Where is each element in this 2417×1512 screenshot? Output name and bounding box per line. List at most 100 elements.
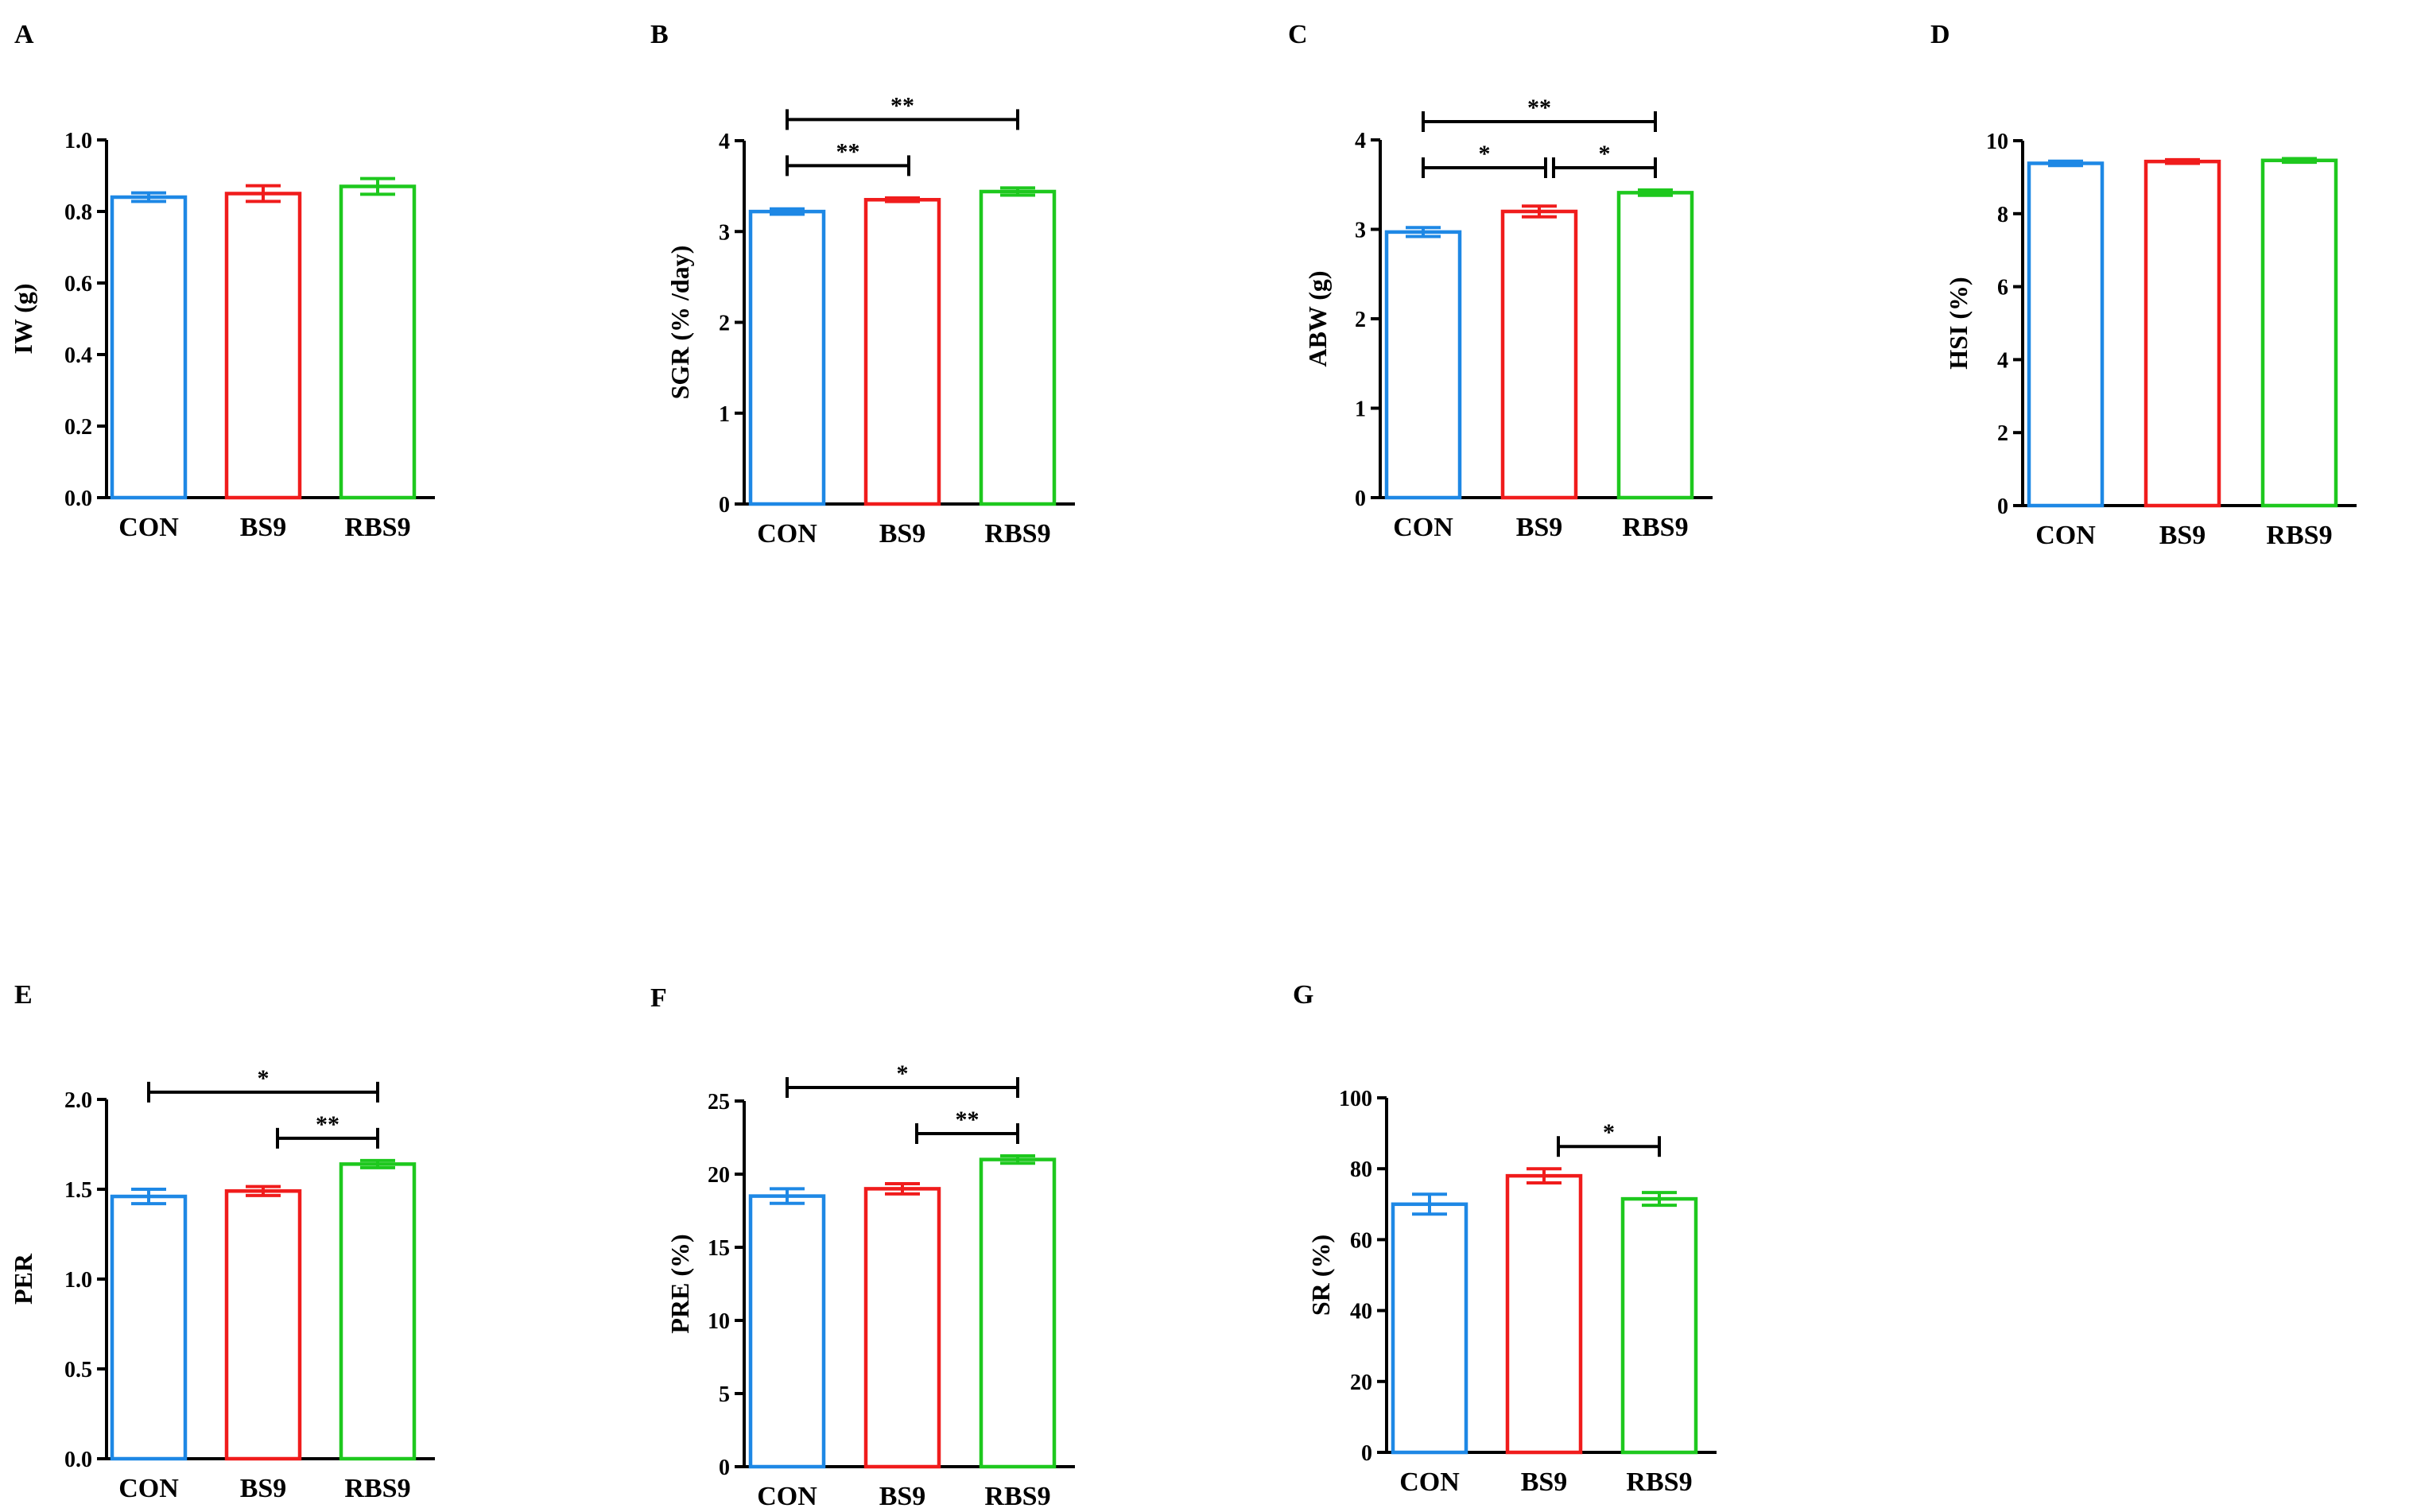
category-label-con: CON	[118, 1474, 179, 1503]
bar-rbs9	[1616, 191, 1694, 500]
significance-bracket: **	[276, 1111, 379, 1149]
y-tick-label: 80	[1350, 1157, 1372, 1182]
bar-bs9	[224, 192, 302, 500]
panel-letter: E	[14, 980, 33, 1010]
y-tick-label: 3	[719, 220, 730, 245]
y-tick-label: 4	[1997, 348, 2008, 373]
category-label-rbs9: RBS9	[1622, 513, 1688, 542]
significance-bracket: *	[1422, 141, 1547, 178]
bar-con	[110, 1194, 188, 1461]
y-tick-label: 0.6	[64, 272, 92, 297]
bar-rbs9	[1620, 1196, 1698, 1455]
y-axis-title: ABW (g)	[1303, 270, 1332, 366]
category-label-bs9: BS9	[240, 1474, 287, 1503]
panel-letter: C	[1288, 20, 1308, 49]
category-label-rbs9: RBS9	[984, 1482, 1050, 1511]
panel-b: B 0 1 2 3 4 SGR (% /day) CON BS9 RBS9 ** **	[650, 20, 1075, 549]
y-tick-label: 8	[1997, 203, 2008, 227]
bar-bs9	[863, 1187, 941, 1469]
category-label-bs9: BS9	[2159, 521, 2206, 550]
y-tick-label: 6	[1997, 276, 2008, 300]
category-label-con: CON	[757, 519, 817, 549]
y-tick-label: 0.0	[64, 487, 92, 511]
panel-letter: F	[650, 983, 667, 1013]
bar-bs9	[863, 198, 941, 506]
significance-bracket: **	[786, 92, 1019, 130]
y-tick-label: 20	[1350, 1370, 1372, 1395]
significance-label: *	[1599, 141, 1611, 167]
panel-letter: D	[1930, 20, 1950, 49]
y-tick-label: 0	[1355, 487, 1366, 511]
y-tick-label: 0.5	[64, 1358, 92, 1382]
y-tick-label: 0.0	[64, 1448, 92, 1472]
y-tick-label: 1	[1355, 397, 1366, 422]
category-label-con: CON	[2035, 521, 2096, 550]
category-label-con: CON	[757, 1482, 817, 1511]
significance-label: *	[1479, 141, 1491, 167]
category-label-rbs9: RBS9	[344, 513, 410, 542]
bar-rbs9	[2260, 158, 2338, 508]
category-label-con: CON	[118, 513, 179, 542]
panel-g: G 0 20 40 60 80 100 SR (%) CON BS9 RBS9 *	[1293, 980, 1717, 1497]
bar-con	[110, 195, 188, 500]
bar-con	[748, 209, 826, 506]
category-label-bs9: BS9	[240, 513, 287, 542]
significance-label: **	[836, 138, 860, 165]
y-tick-label: 2.0	[64, 1088, 92, 1113]
category-label-rbs9: RBS9	[984, 519, 1050, 549]
y-tick-label: 3	[1355, 219, 1366, 243]
y-tick-label: 4	[719, 130, 730, 154]
bar-rbs9	[339, 1162, 417, 1461]
category-label-rbs9: RBS9	[344, 1474, 410, 1503]
y-tick-label: 0	[719, 493, 730, 518]
panel-d: D 0 2 4 6 8 10 HSI (%) CON BS9 RBS9	[1930, 20, 2357, 550]
significance-bracket: *	[1557, 1119, 1661, 1157]
bar-rbs9	[979, 1157, 1057, 1469]
y-tick-label: 10	[1986, 130, 2008, 154]
y-tick-label: 1.0	[64, 1268, 92, 1293]
bar-rbs9	[979, 189, 1057, 506]
category-label-con: CON	[1393, 513, 1453, 542]
significance-bracket: **	[786, 138, 910, 176]
y-axis-title: PRE (%)	[665, 1234, 694, 1333]
y-tick-label: 10	[708, 1309, 730, 1334]
category-label-bs9: BS9	[1516, 513, 1563, 542]
y-tick-label: 5	[719, 1382, 730, 1407]
y-tick-label: 20	[708, 1163, 730, 1188]
panel-letter: A	[14, 20, 34, 49]
y-axis-title: SGR (% /day)	[665, 246, 694, 400]
y-tick-label: 1.5	[64, 1178, 92, 1203]
category-label-bs9: BS9	[1521, 1467, 1568, 1497]
significance-label: *	[258, 1065, 270, 1091]
y-tick-label: 0.4	[64, 343, 92, 368]
significance-bracket: **	[915, 1107, 1019, 1144]
significance-label: **	[956, 1107, 980, 1133]
y-tick-label: 4	[1355, 129, 1366, 153]
bar-bs9	[2143, 159, 2221, 508]
category-label-bs9: BS9	[879, 519, 926, 549]
category-label-rbs9: RBS9	[1626, 1467, 1692, 1497]
y-axis-title: IW (g)	[9, 283, 37, 354]
bar-con	[2027, 161, 2105, 508]
y-tick-label: 1.0	[64, 129, 92, 153]
y-tick-label: 40	[1350, 1300, 1372, 1324]
category-label-bs9: BS9	[879, 1482, 926, 1511]
bar-con	[1391, 1202, 1468, 1455]
category-label-rbs9: RBS9	[2266, 521, 2332, 550]
y-tick-label: 1	[719, 402, 730, 427]
significance-bracket: *	[147, 1065, 379, 1103]
panel-letter: G	[1293, 980, 1313, 1010]
y-axis-title: SR (%)	[1306, 1235, 1335, 1316]
significance-label: **	[1527, 95, 1551, 121]
y-tick-label: 60	[1350, 1228, 1372, 1253]
y-tick-label: 0.8	[64, 200, 92, 225]
y-tick-label: 0	[1997, 494, 2008, 519]
y-tick-label: 100	[1339, 1087, 1372, 1111]
y-tick-label: 2	[1997, 421, 2008, 446]
y-tick-label: 0	[719, 1456, 730, 1480]
bar-bs9	[1505, 1173, 1583, 1455]
